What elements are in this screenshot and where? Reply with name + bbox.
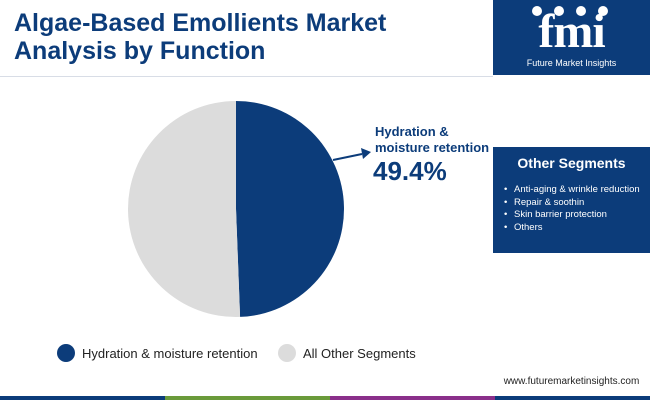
legend-item-hydration: Hydration & moisture retention (57, 342, 258, 364)
sidebar: fmi Future Market Insights Other Segment… (493, 0, 650, 400)
list-item: Others (501, 222, 646, 235)
list-item: Repair & soothin (501, 197, 646, 210)
other-segments-title: Other Segments (517, 155, 626, 171)
legend-swatch-other (278, 344, 296, 362)
callout-arrow (332, 148, 371, 161)
callout-label: Hydration & moisture retention (375, 124, 490, 155)
other-segments-list: Anti-aging & wrinkle reduction Repair & … (501, 184, 646, 234)
bottom-color-bar (0, 396, 650, 400)
other-segments-panel: Other Segments Anti-aging & wrinkle redu… (493, 147, 650, 253)
header-divider (0, 76, 493, 77)
pie-chart (127, 101, 371, 317)
logo-icons (532, 6, 608, 16)
legend-label-other: All Other Segments (303, 345, 416, 361)
bottom-bar-segment (330, 396, 495, 400)
leaf-icon (598, 6, 608, 16)
list-item: Anti-aging & wrinkle reduction (501, 184, 646, 197)
title-line-1: Algae-Based Emollients Market (14, 9, 387, 37)
logo-wordmark: fmi (538, 5, 605, 58)
globe-icon (532, 6, 542, 16)
website-link[interactable]: www.futuremarketinsights.com (503, 376, 640, 387)
fmi-logo: fmi Future Market Insights (493, 0, 650, 75)
bottom-bar-segment (0, 396, 165, 400)
chart-icon (554, 6, 564, 16)
pie-slices (127, 101, 344, 317)
pie-slice-other (127, 101, 241, 317)
pie-slice-hydration (236, 101, 344, 317)
legend-label-hydration: Hydration & moisture retention (82, 345, 258, 361)
page-title: Algae-Based Emollients Market Analysis b… (14, 9, 484, 65)
bottom-bar-segment (495, 396, 650, 400)
bottom-bar-segment (165, 396, 330, 400)
callout-value: 49.4% (373, 156, 447, 186)
person-icon (576, 6, 586, 16)
logo-subtitle: Future Market Insights (526, 58, 617, 68)
legend-item-other: All Other Segments (278, 342, 416, 364)
list-item: Skin barrier protection (501, 209, 646, 222)
legend-swatch-hydration (57, 344, 75, 362)
title-line-2: Analysis by Function (14, 37, 266, 65)
chart-legend: Hydration & moisture retention All Other… (0, 342, 493, 364)
